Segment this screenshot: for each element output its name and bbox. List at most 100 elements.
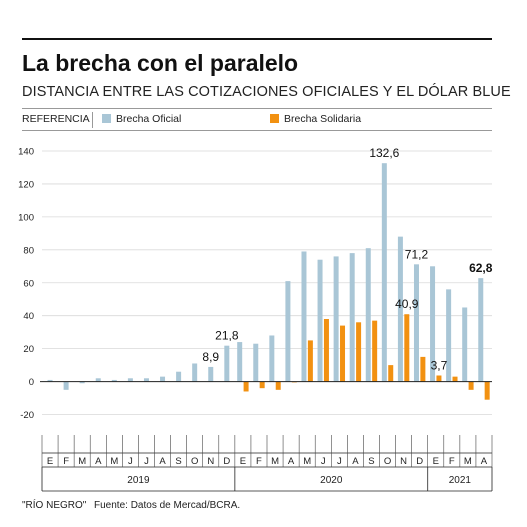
legend-item-brecha-oficial: Brecha Oficial — [102, 113, 181, 125]
footer: "RÍO NEGRO" Fuente: Datos de Mercad/BCRA… — [22, 500, 240, 511]
bar-brecha-oficial — [301, 251, 307, 382]
bar-brecha-solidaria — [404, 314, 410, 382]
data-label: 62,8 — [469, 261, 493, 275]
data-label: 132,6 — [369, 146, 399, 160]
bar-brecha-oficial — [413, 264, 419, 382]
bar-brecha-solidaria — [388, 365, 394, 382]
legend-item-brecha-solidaria: Brecha Solidaria — [270, 113, 361, 125]
x-tick-label: S — [368, 456, 374, 467]
x-tick-label: J — [321, 456, 326, 467]
data-label: 21,8 — [215, 329, 239, 343]
x-tick-label: E — [433, 456, 439, 467]
y-tick-label: -20 — [20, 410, 34, 421]
data-label: 3,7 — [431, 358, 448, 372]
bar-brecha-oficial — [381, 163, 387, 382]
y-tick-label: 140 — [18, 147, 34, 158]
x-tick-label: J — [144, 456, 149, 467]
x-tick-label: A — [481, 456, 488, 467]
top-rule — [22, 38, 492, 40]
x-tick-label: F — [449, 456, 455, 467]
x-tick-label: M — [78, 456, 86, 467]
bar-brecha-oficial — [176, 371, 182, 382]
year-label: 2020 — [320, 475, 343, 486]
y-tick-label: 100 — [18, 212, 34, 223]
x-tick-label: F — [63, 456, 69, 467]
x-tick-label: M — [271, 456, 279, 467]
bar-brecha-oficial — [47, 379, 53, 382]
bar-brecha-solidaria — [275, 381, 281, 390]
legend-reference-label: REFERENCIA — [22, 113, 90, 125]
x-tick-label: O — [191, 456, 198, 467]
legend-separator — [92, 112, 93, 128]
bar-brecha-oficial — [253, 343, 259, 382]
x-tick-label: J — [128, 456, 133, 467]
bar-brecha-solidaria — [356, 322, 362, 382]
bar-brecha-oficial — [285, 281, 291, 382]
bar-brecha-oficial — [79, 381, 85, 384]
x-tick-label: A — [352, 456, 359, 467]
data-label: 40,9 — [395, 297, 419, 311]
bar-brecha-oficial — [478, 278, 484, 382]
bar-brecha-oficial — [160, 376, 166, 382]
y-tick-label: 120 — [18, 179, 34, 190]
y-tick-label: 20 — [23, 344, 34, 355]
bar-brecha-oficial — [365, 248, 371, 382]
x-tick-label: A — [95, 456, 102, 467]
year-label: 2021 — [449, 475, 472, 486]
bar-brecha-oficial — [127, 378, 133, 382]
bar-brecha-oficial — [349, 253, 355, 382]
y-tick-label: 60 — [23, 278, 34, 289]
x-tick-label: M — [464, 456, 472, 467]
x-tick-label: F — [256, 456, 262, 467]
bar-brecha-solidaria — [307, 340, 313, 382]
x-tick-label: S — [175, 456, 181, 467]
bar-brecha-oficial — [333, 256, 339, 382]
bar-brecha-solidaria — [468, 381, 474, 390]
legend-label-brecha-solidaria: Brecha Solidaria — [284, 113, 362, 125]
bar-brecha-solidaria — [372, 320, 378, 382]
bar-brecha-oficial — [224, 345, 230, 382]
bar-brecha-oficial — [269, 335, 275, 382]
data-label: 71,2 — [405, 247, 429, 261]
x-tick-label: M — [303, 456, 311, 467]
bar-brecha-oficial — [63, 381, 69, 390]
x-tick-label: A — [288, 456, 295, 467]
legend-swatch-brecha-solidaria — [270, 114, 279, 123]
footer-source: Fuente: Datos de Mercad/BCRA. — [94, 500, 241, 511]
legend-top-rule — [22, 108, 492, 109]
bar-brecha-oficial — [446, 289, 452, 382]
bar-brecha-oficial — [462, 307, 468, 382]
legend-label-brecha-oficial: Brecha Oficial — [116, 113, 182, 125]
x-tick-label: D — [223, 456, 230, 467]
bar-brecha-solidaria — [243, 381, 249, 392]
bar-brecha-solidaria — [484, 381, 490, 400]
y-tick-label: 0 — [29, 377, 34, 388]
bar-brecha-solidaria — [340, 325, 346, 382]
bar-brecha-solidaria — [420, 356, 426, 382]
x-tick-label: N — [207, 456, 214, 467]
bar-brecha-oficial — [430, 266, 436, 382]
y-tick-label: 40 — [23, 311, 34, 322]
x-tick-label: E — [240, 456, 246, 467]
year-label: 2019 — [127, 475, 150, 486]
x-tick-label: M — [110, 456, 118, 467]
bar-brecha-oficial — [208, 366, 214, 382]
bar-brecha-solidaria — [323, 319, 329, 382]
y-tick-label: 80 — [23, 245, 34, 256]
bar-brecha-oficial — [397, 236, 403, 382]
x-tick-label: A — [159, 456, 166, 467]
footer-credit: "RÍO NEGRO" — [22, 500, 87, 511]
legend-swatch-brecha-oficial — [102, 114, 111, 123]
chart-title: La brecha con el paralelo — [22, 50, 299, 76]
bar-brecha-solidaria — [436, 375, 442, 382]
bar-brecha-oficial — [111, 379, 117, 382]
x-tick-label: N — [400, 456, 407, 467]
data-label: 8,9 — [202, 350, 219, 364]
x-tick-label: D — [416, 456, 423, 467]
bar-brecha-oficial — [317, 259, 323, 382]
bar-brecha-oficial — [237, 342, 243, 382]
bar-brecha-solidaria — [452, 376, 458, 382]
bar-brecha-oficial — [95, 378, 101, 382]
bar-chart: 140 120 100 80 60 40 20 0 -20 8,9 21,8 132,6 40,9 71,… — [18, 146, 493, 492]
bar-brecha-oficial — [143, 378, 149, 382]
